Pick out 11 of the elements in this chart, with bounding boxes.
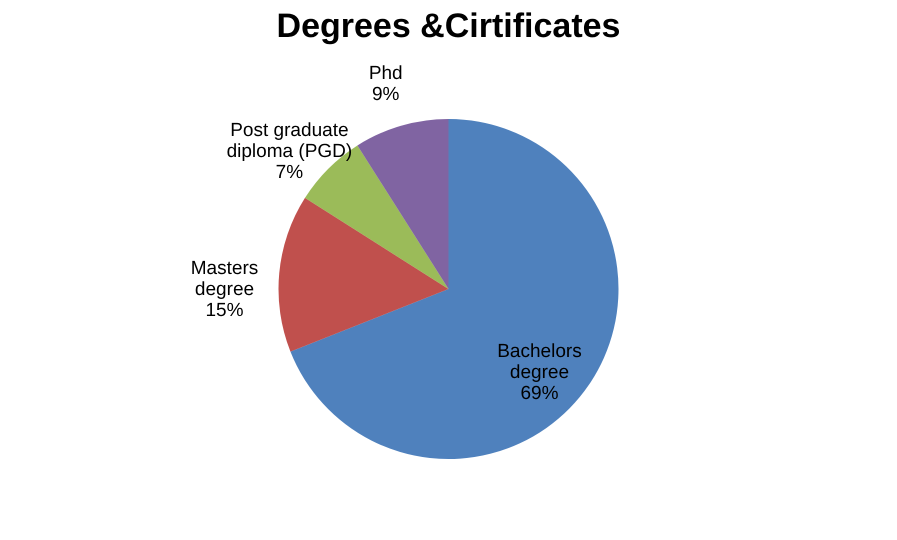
data-label: 9% — [372, 84, 400, 105]
data-label: 69% — [520, 382, 559, 404]
slice-label: Bachelors degree — [497, 340, 582, 383]
pie-slice — [357, 119, 448, 289]
slice-label: Masters degree — [190, 258, 258, 300]
slice-label: Post graduate diploma (PGD) — [226, 120, 352, 162]
chart-title: Degrees &Cirtificates — [276, 7, 620, 45]
pie-slice — [278, 198, 448, 352]
data-label: 7% — [276, 162, 304, 183]
slice-label: Phd — [368, 62, 403, 84]
data-label: 15% — [205, 300, 244, 321]
